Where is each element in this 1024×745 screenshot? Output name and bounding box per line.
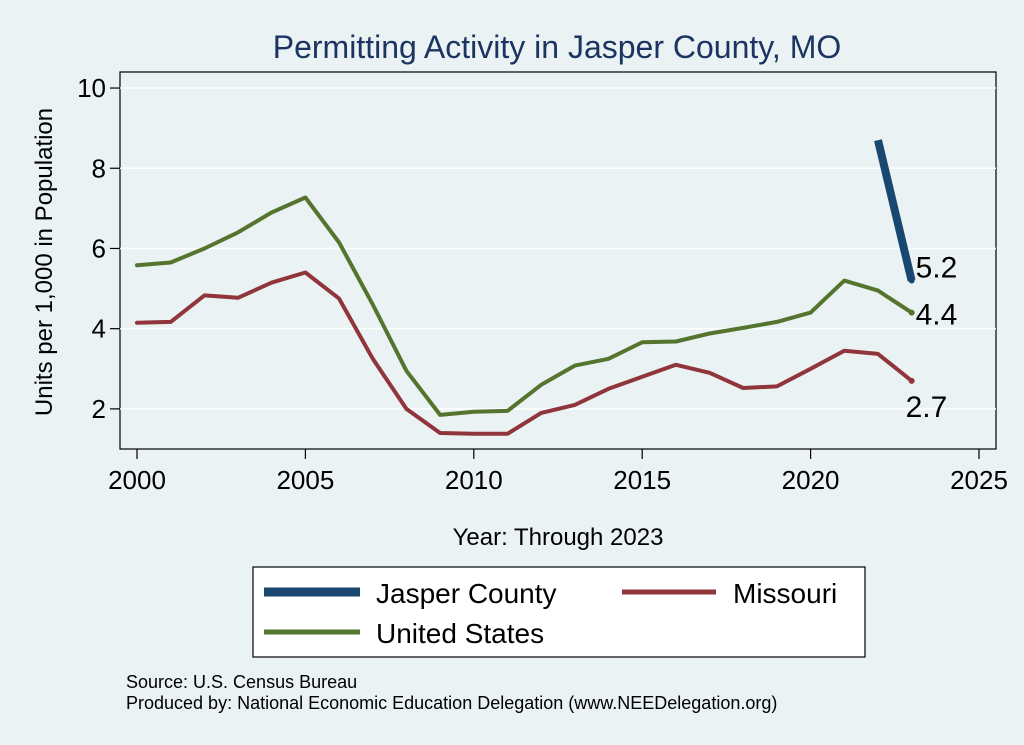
plot-area: [119, 71, 997, 450]
end-labels: 5.2 2.7 4.4: [906, 252, 958, 424]
y-tick-label: 4: [92, 314, 106, 344]
end-label-jasper-county: 5.2: [916, 252, 958, 285]
x-tick-label: 2000: [108, 465, 166, 495]
series-line-jasper-county: [874, 139, 916, 282]
legend-label: Missouri: [733, 578, 837, 609]
legend-label: Jasper County: [376, 578, 557, 609]
x-tick-label: 2015: [613, 465, 671, 495]
end-label-united-states: 4.4: [916, 299, 958, 332]
x-tick-label: 2010: [445, 465, 503, 495]
x-tick-label: 2025: [950, 465, 1008, 495]
series-end-point: [908, 309, 915, 316]
y-axis-title: Units per 1,000 in Population: [31, 108, 58, 416]
x-tick-label: 2005: [276, 465, 334, 495]
legend: Jasper County Missouri United States: [264, 578, 837, 649]
x-tick-label: 2020: [782, 465, 840, 495]
y-tick-label: 2: [92, 394, 106, 424]
y-tick-label: 6: [92, 233, 106, 263]
series-lines: [135, 139, 916, 436]
end-label-missouri: 2.7: [906, 391, 948, 424]
y-axis-ticks: 2 4 6 8 10: [77, 73, 120, 424]
x-axis-title: Year: Through 2023: [453, 524, 664, 551]
x-axis-ticks: 2000 2005 2010 2015 2020 2025: [108, 449, 1008, 495]
legend-label: United States: [376, 618, 544, 649]
series-line-united-states: [135, 195, 914, 417]
grid-lines: [120, 87, 996, 410]
y-tick-label: 8: [92, 153, 106, 183]
y-tick-label: 10: [77, 73, 106, 103]
chart-title: Permitting Activity in Jasper County, MO: [273, 29, 841, 65]
series-end-point: [908, 377, 915, 384]
produced-by-note: Produced by: National Economic Education…: [126, 693, 777, 713]
legend-box: [252, 566, 866, 658]
series-end-point: [908, 277, 915, 284]
source-note: Source: U.S. Census Bureau: [126, 672, 357, 692]
series-line-missouri: [135, 270, 914, 436]
